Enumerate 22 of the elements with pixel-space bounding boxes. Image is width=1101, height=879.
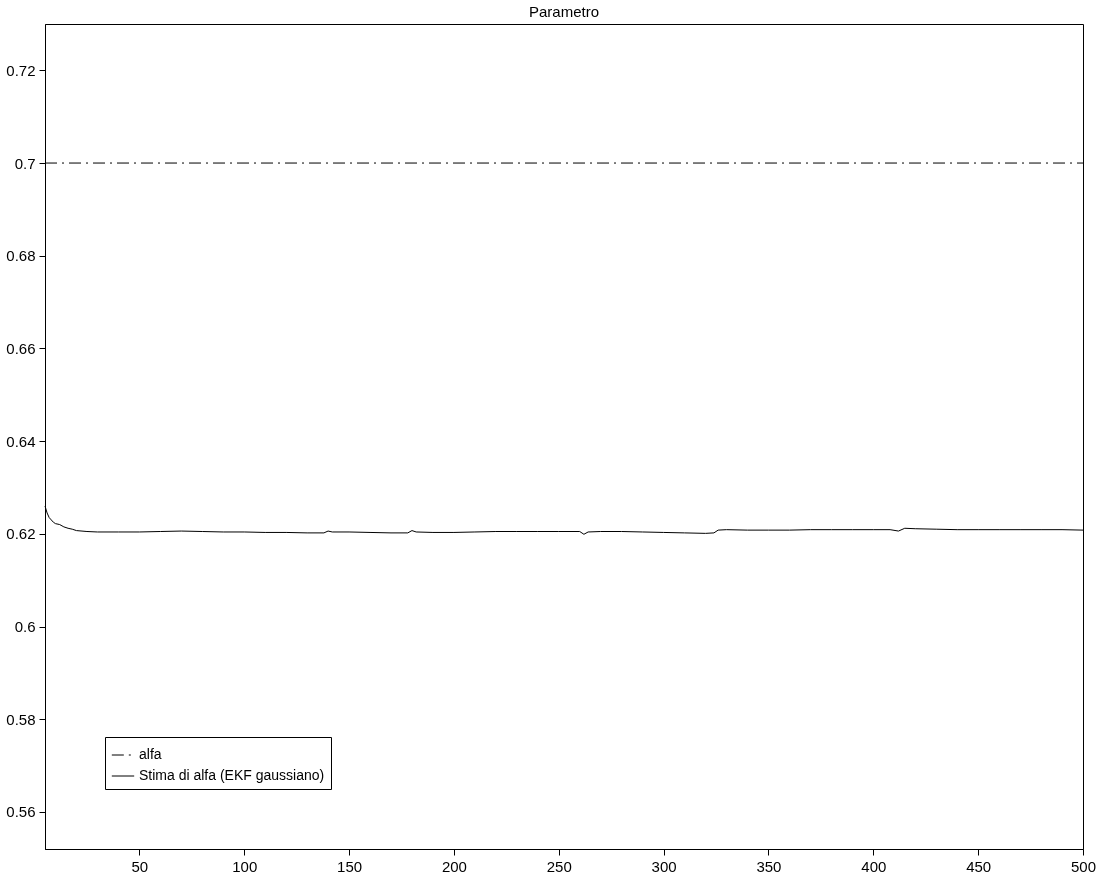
y-tick-label: 0.68 — [6, 247, 36, 265]
y-tick-label: 0.7 — [14, 154, 36, 172]
x-tick-label: 500 — [1070, 857, 1097, 875]
y-tick-label: 0.66 — [6, 339, 36, 357]
x-tick-label: 400 — [861, 857, 887, 875]
x-tick-label: 200 — [441, 857, 467, 875]
legend-label: Stima di alfa (EKF gaussiano) — [139, 767, 325, 783]
y-tick-label: 0.58 — [6, 710, 36, 728]
x-tick-label: 300 — [651, 857, 677, 875]
x-tick-label: 450 — [966, 857, 992, 875]
y-tick-label: 0.64 — [6, 432, 36, 450]
x-tick-label: 250 — [546, 857, 572, 875]
y-tick-label: 0.62 — [6, 525, 36, 543]
y-tick-label: 0.6 — [14, 618, 36, 636]
y-tick-label: 0.72 — [6, 61, 36, 79]
x-tick-label: 150 — [337, 857, 363, 875]
x-tick-label: 350 — [756, 857, 782, 875]
x-tick-label: 50 — [131, 857, 149, 875]
chart-title: Parametro — [528, 3, 600, 20]
y-tick-label: 0.56 — [6, 803, 36, 821]
x-tick-label: 100 — [232, 857, 258, 875]
legend-label: alfa — [139, 746, 162, 762]
